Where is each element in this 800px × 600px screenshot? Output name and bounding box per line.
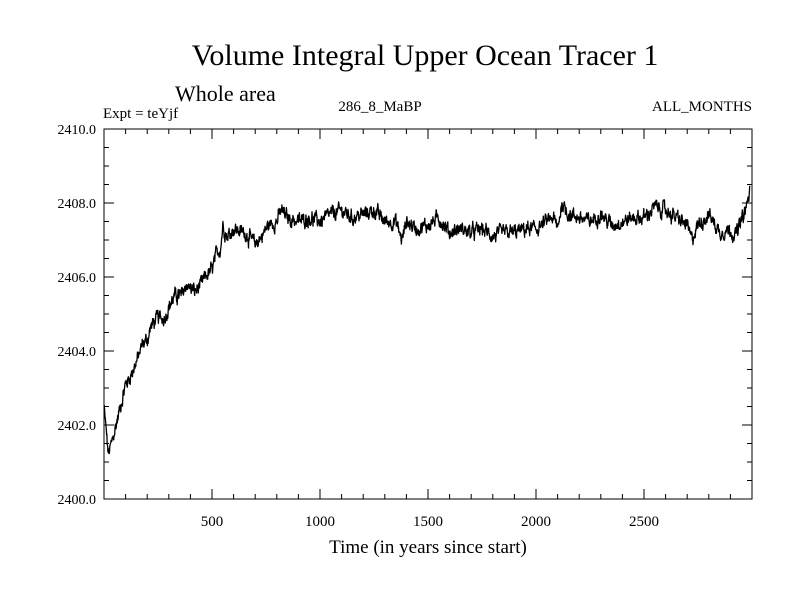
y-tick-label: 2404.0 — [58, 345, 97, 360]
experiment-label: Expt = teYjf — [103, 106, 178, 122]
x-tick-label: 2500 — [629, 514, 659, 530]
chart-title: Volume Integral Upper Ocean Tracer 1 — [192, 39, 659, 72]
x-axis-label: Time (in years since start) — [329, 537, 527, 558]
y-tick-label: 2408.0 — [58, 197, 97, 212]
plot-frame — [103, 128, 753, 500]
series-line — [103, 185, 751, 455]
plot-area: 500 1000 1500 2000 2500 2400.0 2402.0 2404.0 240… — [58, 123, 753, 530]
x-tick-label: 500 — [201, 514, 224, 530]
y-tick-label: 2410.0 — [58, 123, 97, 138]
x-tick-label: 2000 — [521, 514, 551, 530]
chart-subtitle: Whole area — [175, 81, 276, 106]
y-tick-label: 2406.0 — [58, 271, 97, 286]
y-tick-label: 2400.0 — [58, 493, 97, 508]
x-tick-label: 1500 — [413, 514, 443, 530]
y-tick-label: 2402.0 — [58, 419, 97, 434]
months-label: ALL_MONTHS — [652, 99, 752, 115]
config-label: 286_8_MaBP — [338, 99, 421, 115]
x-tick-label: 1000 — [305, 514, 335, 530]
